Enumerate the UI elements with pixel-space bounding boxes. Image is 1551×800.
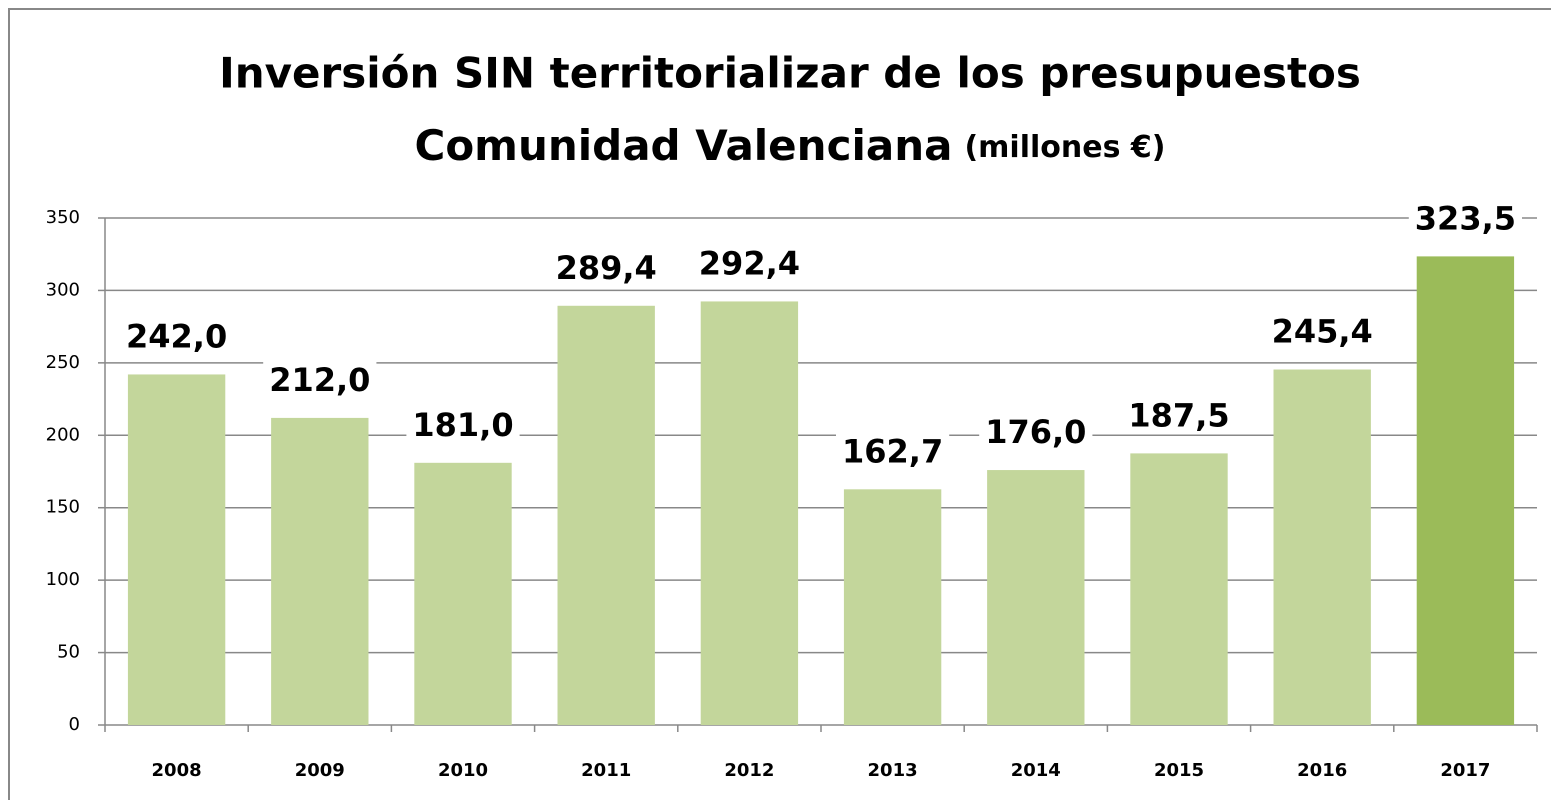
x-tick-label: 2008 bbox=[152, 760, 202, 781]
y-tick-label: 200 bbox=[46, 424, 80, 445]
label-bg bbox=[979, 413, 1093, 452]
bar bbox=[843, 489, 942, 725]
y-tick-label: 100 bbox=[46, 569, 80, 590]
label-bg bbox=[1122, 396, 1236, 435]
data-label: 289,4 bbox=[556, 249, 657, 287]
bar bbox=[557, 305, 655, 725]
bar bbox=[127, 374, 226, 725]
labels: 2008 242,0 2009 212,0 2010 181,0 2011 289,4 2012… bbox=[119, 199, 1523, 781]
x-tick-label: 2015 bbox=[1154, 760, 1204, 781]
label-bg bbox=[1408, 199, 1523, 238]
label-bg bbox=[549, 248, 663, 287]
y-tick-label: 350 bbox=[46, 207, 80, 228]
data-label: 245,4 bbox=[1272, 313, 1373, 351]
label-bg bbox=[263, 360, 377, 399]
y-tick-label: 250 bbox=[46, 352, 80, 373]
bar bbox=[700, 301, 799, 725]
label-bg bbox=[406, 405, 520, 444]
x-tick-label: 2017 bbox=[1440, 760, 1490, 781]
label-bg bbox=[1265, 312, 1379, 351]
chart-subtitle: Comunidad Valenciana (millones €) bbox=[415, 121, 1166, 170]
bar bbox=[271, 417, 369, 725]
unit-label: (millones €) bbox=[964, 130, 1165, 165]
y-tick-label: 0 bbox=[69, 714, 80, 735]
label-bg bbox=[835, 432, 950, 471]
data-label: 187,5 bbox=[1128, 396, 1229, 434]
x-tick-label: 2014 bbox=[1011, 760, 1061, 781]
data-label: 242,0 bbox=[126, 317, 227, 355]
bar bbox=[987, 470, 1085, 725]
y-tick-label: 150 bbox=[46, 497, 80, 518]
label-bg bbox=[119, 317, 234, 356]
y-tick-label: 300 bbox=[46, 279, 80, 300]
x-tick-label: 2013 bbox=[868, 760, 918, 781]
x-tick-label: 2016 bbox=[1297, 760, 1347, 781]
bar bbox=[1416, 256, 1515, 725]
bar bbox=[1130, 453, 1228, 725]
x-tick-label: 2010 bbox=[438, 760, 488, 781]
chart-title: Inversión SIN territorializar de los pre… bbox=[219, 49, 1361, 98]
data-label: 323,5 bbox=[1415, 199, 1516, 237]
data-label: 212,0 bbox=[269, 361, 370, 399]
y-tick-label: 50 bbox=[57, 642, 80, 663]
bar bbox=[1273, 369, 1371, 725]
data-label: 162,7 bbox=[842, 432, 943, 470]
subtitle-text: Comunidad Valenciana bbox=[415, 121, 953, 170]
data-label: 176,0 bbox=[985, 413, 1086, 451]
x-tick-label: 2011 bbox=[581, 760, 631, 781]
bars bbox=[127, 256, 1515, 725]
data-label: 292,4 bbox=[699, 244, 800, 282]
x-tick-label: 2009 bbox=[295, 760, 345, 781]
data-label: 181,0 bbox=[412, 406, 513, 444]
bar bbox=[414, 462, 512, 725]
label-bg bbox=[692, 244, 807, 283]
x-tick-label: 2012 bbox=[724, 760, 774, 781]
